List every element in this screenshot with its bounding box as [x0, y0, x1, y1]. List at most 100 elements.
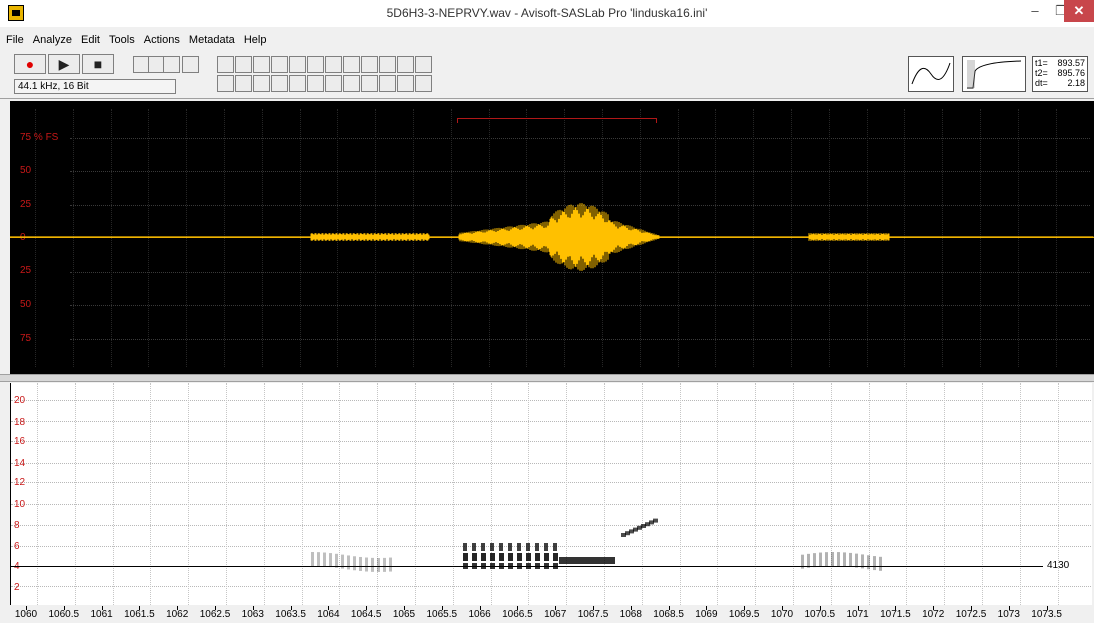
- rising-note-mark: [629, 529, 634, 534]
- filter-icon[interactable]: [307, 75, 324, 92]
- record-button[interactable]: ●: [14, 54, 46, 74]
- page-icon[interactable]: [271, 56, 288, 73]
- zoom-all-icon[interactable]: [253, 75, 270, 92]
- faint-syllable-mark: [311, 552, 314, 567]
- time-tick-label: 1068.5: [653, 609, 684, 620]
- trill-note-mark: [544, 553, 549, 561]
- paste-icon[interactable]: [361, 56, 378, 73]
- stop-button[interactable]: ■: [82, 54, 114, 74]
- zoom-x-icon[interactable]: [271, 75, 288, 92]
- envelope-preview-icon[interactable]: [962, 56, 1026, 92]
- time-tick-mark: [971, 606, 972, 610]
- app-logo-icon[interactable]: [8, 5, 24, 21]
- time-tick-label: 1062: [166, 609, 189, 620]
- envelope-icon[interactable]: [325, 75, 342, 92]
- spectrogram-vgridline: [377, 383, 379, 605]
- faint-syllable-mark: [819, 552, 822, 567]
- insert-icon[interactable]: [397, 75, 414, 92]
- spectrogram-vgridline: [226, 383, 227, 605]
- mark-icon[interactable]: [379, 75, 396, 92]
- open-icon[interactable]: [163, 56, 180, 73]
- faint-syllable-mark: [849, 552, 852, 567]
- cut-icon[interactable]: [325, 56, 342, 73]
- faint-syllable-mark: [383, 557, 386, 572]
- spectrogram-panel[interactable]: 20 18 16 14 12 10 8 6 4 2 4130: [10, 383, 1092, 605]
- time-tick-mark: [517, 606, 519, 610]
- paste-mix-icon[interactable]: [361, 75, 378, 92]
- search-icon[interactable]: [415, 75, 432, 92]
- time-tick-mark: [706, 606, 708, 610]
- menu-analyze[interactable]: Analyze: [32, 34, 72, 46]
- grid-icon[interactable]: [235, 56, 252, 73]
- time-tick-label: 1069.5: [728, 609, 760, 620]
- time-tick-mark: [668, 606, 670, 610]
- oscillogram-vgridline: [35, 109, 36, 367]
- minimize-button[interactable]: –: [1031, 3, 1039, 18]
- oscillogram-panel[interactable]: 75 % FS 50 25 0 25 50 75: [10, 101, 1094, 374]
- rising-note-mark: [633, 527, 638, 532]
- trill-note-mark: [481, 553, 486, 561]
- redo-icon[interactable]: [397, 56, 414, 73]
- undo-icon[interactable]: [379, 56, 396, 73]
- faint-syllable-mark: [317, 552, 320, 567]
- menu-file[interactable]: File: [6, 34, 24, 46]
- t2-label: t2=: [1035, 68, 1048, 78]
- zoom-out-icon[interactable]: [235, 75, 252, 92]
- spectrogram-icon[interactable]: [217, 56, 234, 73]
- play-button[interactable]: ▶: [48, 54, 80, 74]
- paste-special-icon[interactable]: [343, 75, 360, 92]
- maximize-button[interactable]: ❐: [1055, 3, 1067, 18]
- time-tick-label: 1067.5: [577, 609, 609, 620]
- spectrogram-vgridline: [906, 383, 908, 605]
- spectrogram-vgridline: [188, 383, 190, 605]
- spectrogram-vgridline: [490, 383, 492, 605]
- menu-tools[interactable]: Tools: [109, 34, 135, 46]
- close-button[interactable]: ✕: [1064, 0, 1094, 22]
- trill-note-mark: [472, 553, 477, 561]
- oscillogram-vgridline: [904, 109, 906, 367]
- frequency-cursor-line[interactable]: [11, 566, 1043, 567]
- faint-syllable-mark: [341, 554, 344, 569]
- zoom-y-icon[interactable]: [289, 75, 306, 92]
- selection-marker[interactable]: [457, 118, 657, 123]
- oscillogram-vgridline: [299, 109, 301, 367]
- panel-splitter[interactable]: [0, 374, 1094, 382]
- faint-syllable-mark: [323, 552, 326, 567]
- zoom-window-icon[interactable]: [289, 56, 306, 73]
- spectrogram-gridline: [11, 463, 1091, 464]
- copy-icon[interactable]: [343, 56, 360, 73]
- faint-syllable-mark: [879, 556, 882, 571]
- spectrogram-vgridline: [1019, 383, 1021, 605]
- trill-note-mark: [490, 553, 495, 561]
- trill-note-mark: [508, 553, 513, 561]
- save-icon[interactable]: [182, 56, 199, 73]
- find-icon[interactable]: [415, 56, 432, 73]
- menu-actions[interactable]: Actions: [143, 34, 180, 46]
- t1-label: t1=: [1035, 58, 1048, 68]
- rising-note-mark: [625, 531, 630, 536]
- freq-label-16: 16: [14, 436, 26, 447]
- table-icon[interactable]: [307, 56, 324, 73]
- freq-label-20: 20: [14, 395, 26, 406]
- spectrogram-vgridline: [263, 383, 265, 605]
- export-icon[interactable]: [253, 56, 270, 73]
- time-tick-mark: [139, 606, 141, 610]
- menu-edit[interactable]: Edit: [81, 34, 100, 46]
- oscillogram-vgridline: [942, 109, 944, 367]
- trill-note-mark: [553, 543, 557, 551]
- menu-bar: File Analyze Edit Tools Actions Metadata…: [0, 32, 1094, 48]
- freq-label-8: 8: [14, 520, 20, 531]
- menu-help[interactable]: Help: [243, 34, 267, 46]
- spectrogram-gridline: [11, 441, 1091, 442]
- waveform-preview-icon[interactable]: [908, 56, 954, 92]
- t1-value: 893.57: [1057, 58, 1085, 68]
- faint-syllable-mark: [329, 553, 332, 568]
- rising-note-mark: [637, 525, 642, 530]
- spectrogram-vgridline: [1057, 383, 1059, 605]
- faint-syllable-mark: [807, 553, 810, 568]
- time-tick-label: 1064.5: [350, 609, 382, 620]
- zoom-in-icon[interactable]: [217, 75, 234, 92]
- menu-metadata[interactable]: Metadata: [188, 34, 235, 46]
- dt-label: dt=: [1035, 78, 1048, 88]
- time-tick-label: 1072: [922, 609, 945, 620]
